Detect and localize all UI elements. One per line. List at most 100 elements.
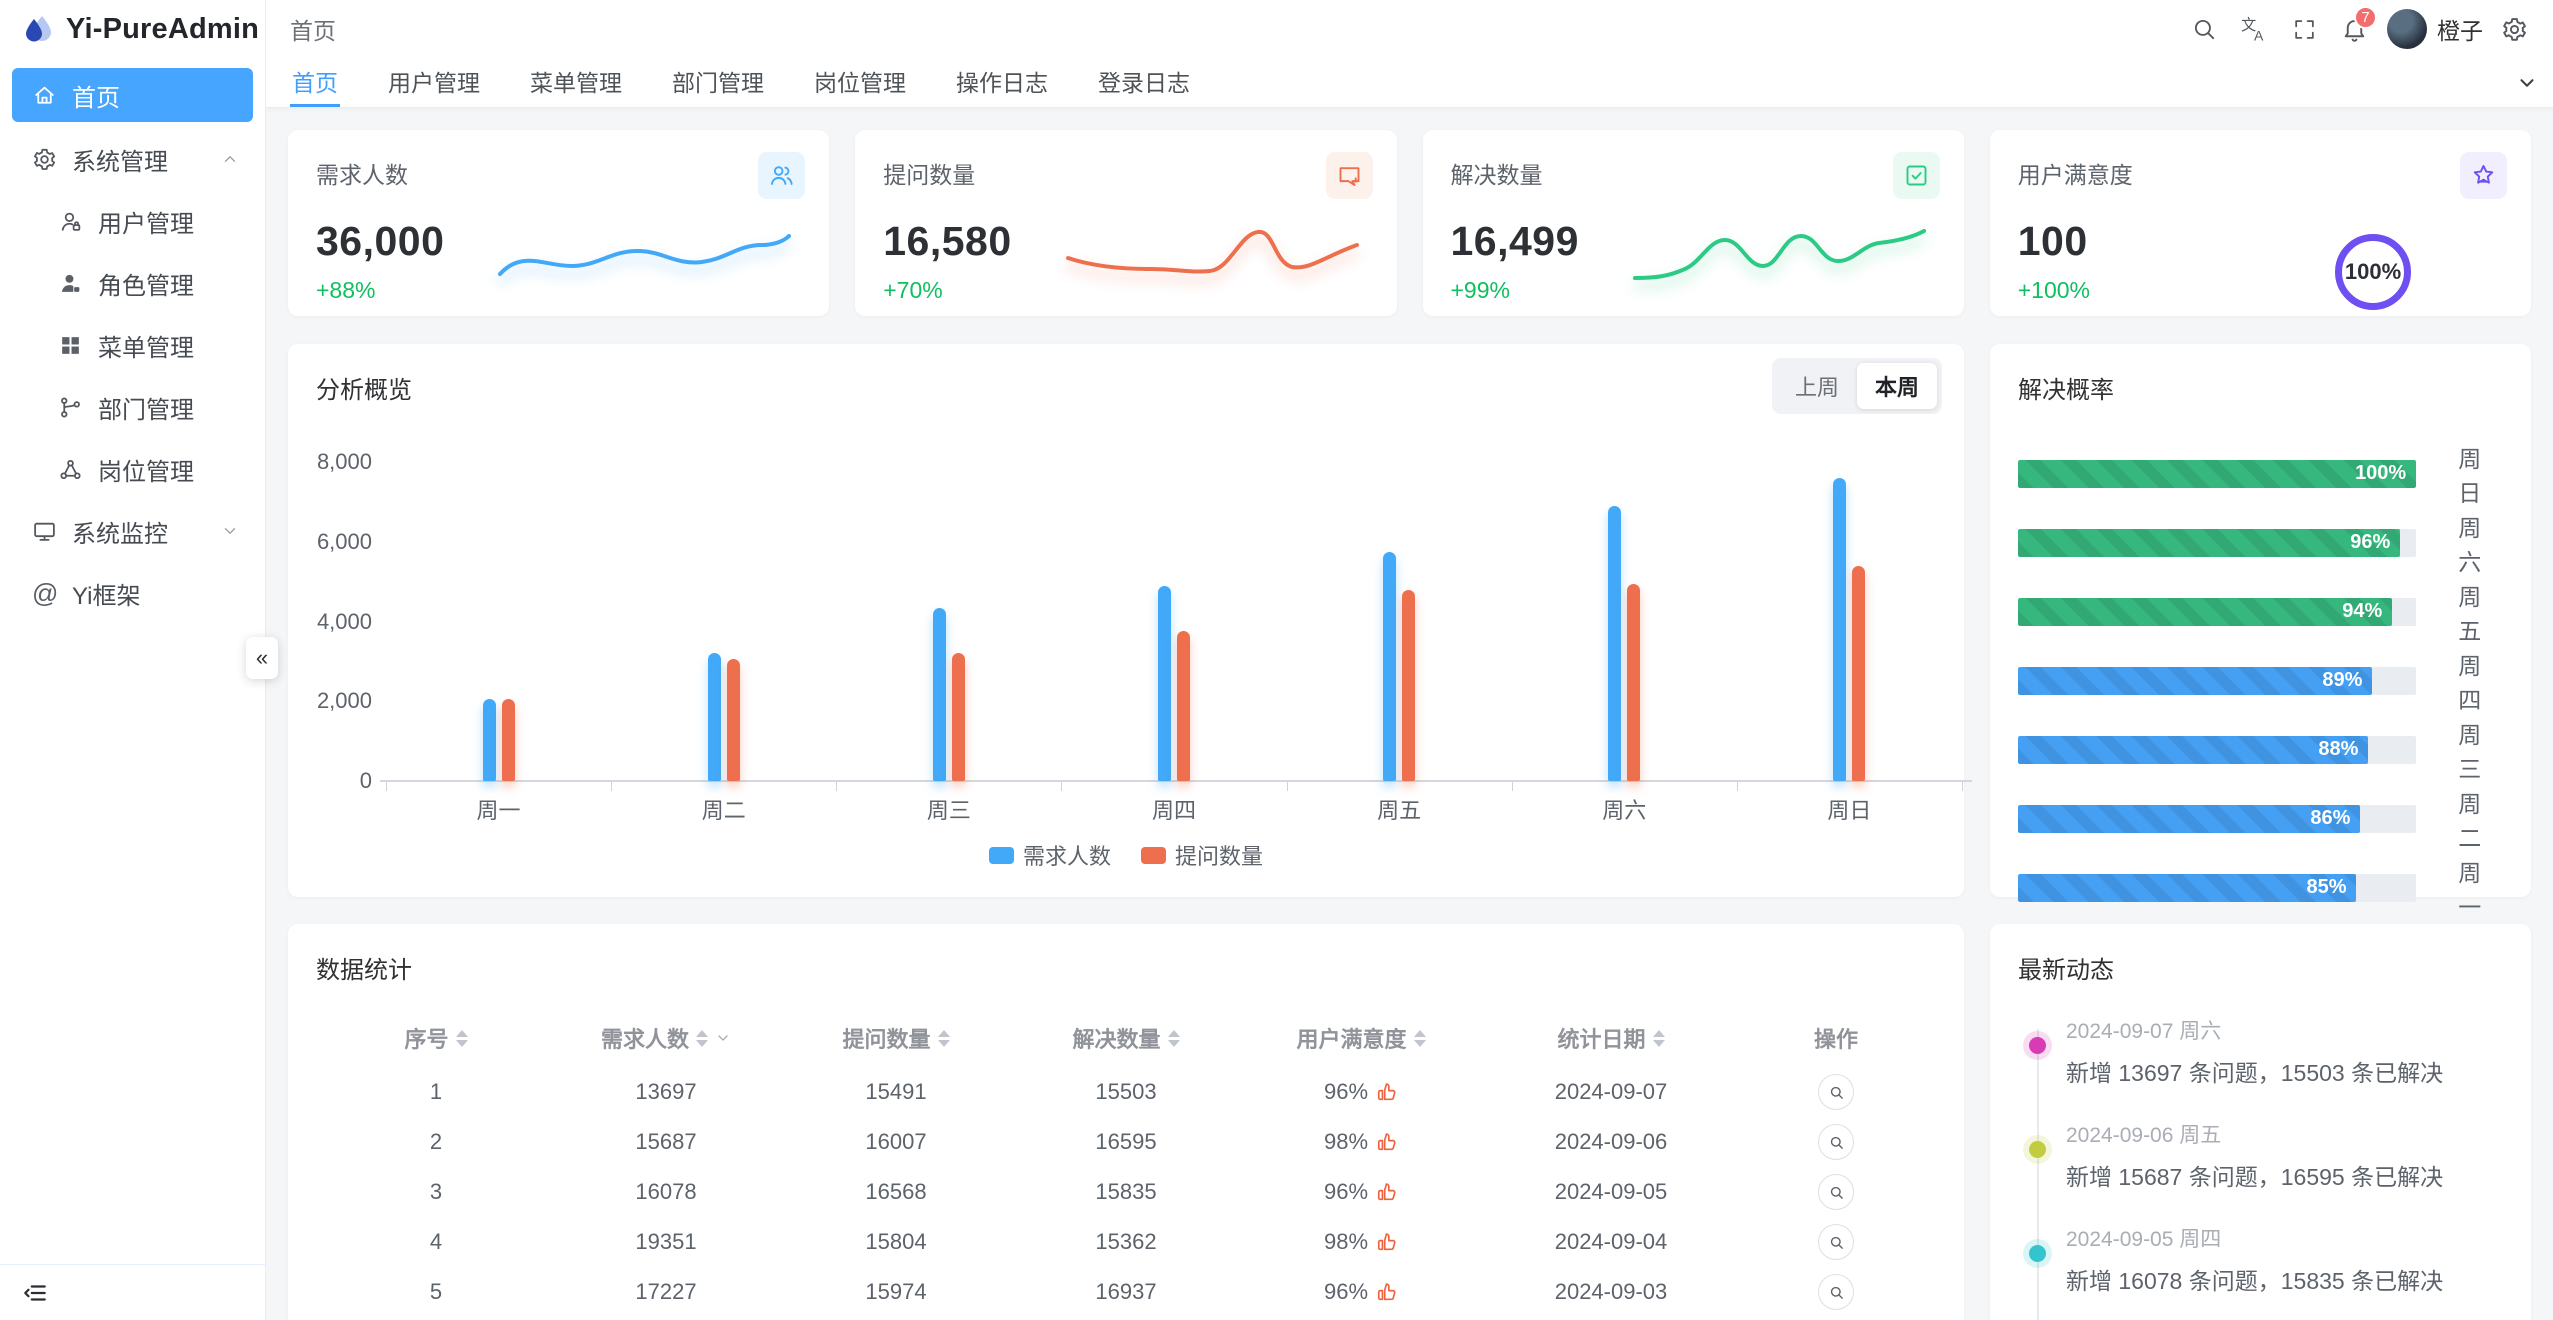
legend-item-需求人数[interactable]: 需求人数 [988, 839, 1111, 871]
progress-day-label: 周一 [2458, 859, 2482, 920]
sidebar-item-system-monitor[interactable]: 系统监控 [0, 500, 265, 562]
tabs-menu-button[interactable] [2501, 58, 2553, 107]
tab-5[interactable]: 操作日志 [956, 70, 1048, 96]
translate-button[interactable]: 文 A [2229, 0, 2279, 58]
sort-desc-icon [1652, 1039, 1665, 1047]
view-row-button[interactable] [1818, 1074, 1854, 1110]
progress-day-label: 周四 [2458, 652, 2482, 713]
column-header-解决数量[interactable]: 解决数量 [1016, 1022, 1236, 1054]
table-cell: 15687 [635, 1129, 697, 1154]
tab-0[interactable]: 首页 [290, 58, 340, 107]
collapse-sidebar-icon[interactable] [22, 1280, 48, 1306]
sidebar-item-role-management[interactable]: 角色管理 [0, 252, 265, 314]
satisfaction-value: 96% [1323, 1279, 1369, 1304]
panel-collapse-button[interactable]: « [246, 637, 278, 679]
table-cell: 2 [429, 1129, 443, 1154]
table-cell: 13697 [635, 1079, 697, 1104]
progress-fill: 86% [2018, 804, 2361, 833]
user-icon [58, 209, 83, 234]
x-label: 周一 [476, 798, 521, 823]
avatar[interactable] [2387, 9, 2427, 49]
sort-carets-icon[interactable] [1167, 1029, 1180, 1047]
timeline-dot [2029, 1245, 2046, 1262]
x-tick-mark [1511, 782, 1513, 791]
sidebar-item-department-management[interactable]: 部门管理 [0, 376, 265, 438]
notification-badge: 7 [2354, 6, 2377, 29]
timeline-date: 2024-09-06 周五 [2066, 1124, 2222, 1147]
sort-carets-icon[interactable] [937, 1029, 950, 1047]
solve-bars-list: 100% 周日 96% 周六 94% 周五 89% 周四 88% 周三 86% 周二 85% 周一 [2018, 439, 2503, 922]
progress-label: 96% [2350, 531, 2391, 553]
sort-desc-icon [455, 1039, 468, 1047]
satisfaction-cell: 96% [1236, 1179, 1486, 1205]
timeline-list: 2024-09-07 周六 新增 13697 条问题，15503 条已解决 2024… [2018, 1015, 2503, 1320]
sidebar-item-user-management[interactable]: 用户管理 [0, 190, 265, 252]
sort-desc-icon [1413, 1039, 1426, 1047]
tab-4[interactable]: 岗位管理 [814, 70, 906, 96]
x-tick-mark [1962, 782, 1963, 791]
view-row-button[interactable] [1818, 1274, 1854, 1310]
column-header-提问数量[interactable]: 提问数量 [776, 1022, 1016, 1054]
y-tick: 6,000 [316, 528, 372, 554]
sort-desc-icon [937, 1039, 950, 1047]
tab-6[interactable]: 登录日志 [1098, 70, 1190, 96]
column-header-用户满意度[interactable]: 用户满意度 [1236, 1022, 1486, 1054]
sidebar-item-menu-management[interactable]: 菜单管理 [0, 314, 265, 376]
notifications-button[interactable]: 7 [2329, 0, 2379, 58]
sort-asc-icon [455, 1029, 468, 1037]
toggle-last-week[interactable]: 上周 [1794, 375, 1839, 400]
legend-item-提问数量[interactable]: 提问数量 [1141, 839, 1263, 871]
column-header-统计日期[interactable]: 统计日期 [1486, 1022, 1736, 1054]
table-cell: 5 [429, 1279, 443, 1304]
stat-value: 100 [2017, 218, 2088, 264]
view-row-button[interactable] [1818, 1174, 1854, 1210]
sidebar-item-home[interactable]: 首页 [12, 68, 253, 122]
search-button[interactable] [2179, 0, 2229, 58]
tab-1[interactable]: 用户管理 [388, 70, 480, 96]
timeline-date: 2024-09-07 周六 [2066, 1020, 2222, 1043]
progress-track: 88% [2018, 735, 2417, 764]
table-cell: 15974 [865, 1279, 927, 1304]
solve-row-周二: 86% 周二 [2018, 784, 2503, 853]
table-cell: 16937 [1095, 1279, 1157, 1304]
tab-2[interactable]: 菜单管理 [530, 70, 622, 96]
satisfaction-cell: 98% [1236, 1129, 1486, 1155]
action-cell [1736, 1174, 1936, 1210]
sidebar-item-system-management[interactable]: 系统管理 [0, 128, 265, 190]
table-cell: 16568 [865, 1179, 927, 1204]
app-logo[interactable]: Yi-PureAdmin [0, 0, 265, 58]
table-cell: 16007 [865, 1129, 927, 1154]
x-tick-mark [1736, 782, 1738, 791]
bar-提问数量-周日 [1852, 566, 1866, 781]
sort-carets-icon[interactable] [1413, 1029, 1426, 1047]
legend-label: 需求人数 [1022, 844, 1111, 869]
y-tick: 0 [359, 768, 372, 793]
tab-3[interactable]: 部门管理 [672, 70, 764, 96]
view-row-button[interactable] [1818, 1224, 1854, 1260]
column-header-需求人数[interactable]: 需求人数 [556, 1022, 776, 1054]
bar-需求人数-周六 [1608, 506, 1622, 781]
stat-delta: +70% [883, 277, 943, 303]
username[interactable]: 橙子 [2437, 18, 2483, 44]
data-table: 序号 需求人数 提问数量 解决数量 用户满意度 统计日期 操作 1 13697 15491 1550… [316, 1009, 1936, 1320]
breadcrumb[interactable]: 首页 [290, 18, 336, 44]
fullscreen-button[interactable] [2279, 0, 2329, 58]
x-label: 周五 [1377, 798, 1422, 823]
sort-carets-icon[interactable] [696, 1029, 708, 1047]
settings-button[interactable] [2489, 0, 2539, 58]
toggle-this-week[interactable]: 本周 [1856, 363, 1937, 409]
latest-activity-card: 最新动态 2024-09-07 周六 新增 13697 条问题，15503 条已解… [1990, 924, 2531, 1320]
svg-text:A: A [2254, 28, 2264, 43]
sidebar-item-post-management[interactable]: 岗位管理 [0, 438, 265, 500]
view-row-button[interactable] [1818, 1124, 1854, 1160]
sidebar-item-yi-framework[interactable]: @ Yi框架 [0, 562, 265, 624]
bar-需求人数-周一 [482, 699, 496, 781]
table-cell: 15503 [1095, 1079, 1157, 1104]
x-tick-mark [386, 782, 387, 791]
satisfaction-cell: 96% [1236, 1079, 1486, 1105]
x-tick-mark [1286, 782, 1288, 791]
chevron-down-icon [221, 522, 239, 540]
sort-carets-icon[interactable] [1652, 1029, 1665, 1047]
column-header-序号[interactable]: 序号 [316, 1022, 556, 1054]
sort-carets-icon[interactable] [455, 1029, 468, 1047]
